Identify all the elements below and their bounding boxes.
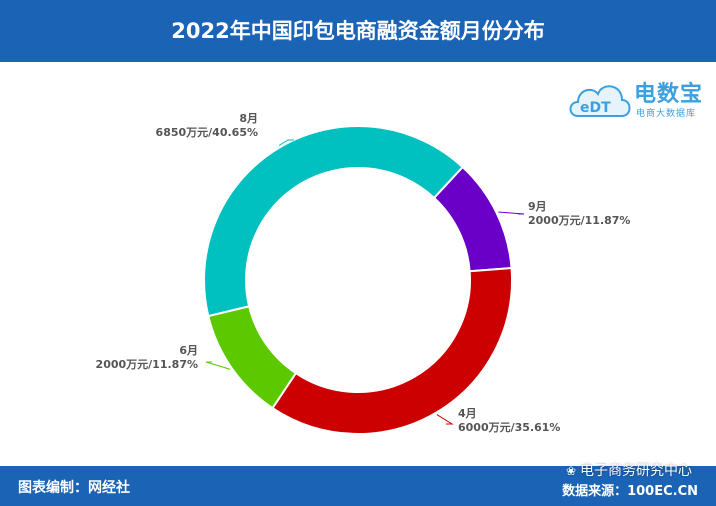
chart-title: 2022年中国印包电商融资金额月份分布 (171, 19, 545, 43)
watermark: ❀ 电子商务研究中心 (566, 460, 692, 480)
cloud-logo-icon: eDT (569, 85, 631, 117)
slice-name-label: 9月 (528, 200, 547, 213)
slice-aug (203, 125, 465, 318)
watermark-text: 电子商务研究中心 (580, 463, 692, 479)
slice-apr (271, 266, 513, 435)
logo-mark: eDT (580, 100, 611, 116)
leader-line (498, 211, 525, 215)
leader-lines-group (205, 139, 525, 425)
labels-group: 9月2000万元/11.87%4月6000万元/35.61%6月2000万元/1… (96, 112, 631, 434)
slice-value-label: 6850万元/40.65% (156, 126, 258, 139)
chart-title-bar: 2022年中国印包电商融资金额月份分布 (0, 0, 716, 62)
slice-value-label: 6000万元/35.61% (458, 421, 560, 434)
logo: eDT 电数宝 电商大数据库 (566, 72, 714, 124)
slice-value-label: 2000万元/11.87% (528, 214, 630, 227)
slices-group (203, 125, 513, 435)
wechat-icon: ❀ (565, 464, 576, 478)
slice-name-label: 4月 (458, 407, 477, 420)
slice-value-label: 2000万元/11.87% (96, 358, 198, 371)
leader-line (436, 414, 454, 425)
slice-name-label: 6月 (179, 344, 198, 357)
footer-credit: 图表编制：网经社 (18, 480, 130, 496)
logo-brand: 电数宝 (634, 82, 704, 107)
leader-line (205, 361, 231, 370)
slice-name-label: 8月 (239, 112, 258, 125)
footer-source: 数据来源：100EC.CN (562, 484, 698, 499)
slice-jun (207, 305, 298, 410)
donut-chart: 9月2000万元/11.87%4月6000万元/35.61%6月2000万元/1… (96, 112, 631, 435)
leader-line (278, 139, 294, 146)
footer-bar: 图表编制：网经社 数据来源：100EC.CN (0, 466, 716, 506)
logo-subtitle: 电商大数据库 (636, 109, 697, 119)
